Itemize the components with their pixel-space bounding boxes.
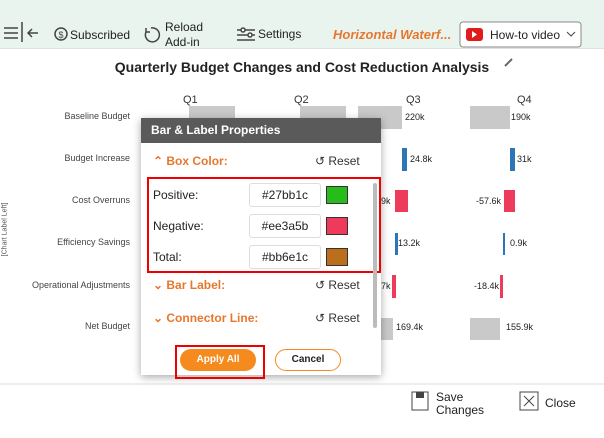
reset-text: Reset <box>328 311 360 325</box>
apply-button[interactable]: Apply All <box>180 349 256 371</box>
column-label: Q1 <box>183 94 198 106</box>
connector-header[interactable]: ⌄ Connector Line: <box>153 311 259 325</box>
reset[interactable]: ↺ Reset <box>315 154 360 168</box>
color-group <box>147 177 381 273</box>
reset[interactable]: ↺ Reset <box>315 278 360 292</box>
value-label: -18.4k <box>474 281 500 291</box>
value-label: 31k <box>517 154 532 164</box>
properties-panel: Bar & Label Properties ⌃ Box Color: ↺ Re… <box>141 118 381 379</box>
scrollbar[interactable] <box>373 183 377 328</box>
column-label: Q4 <box>517 94 532 106</box>
video-button[interactable]: How-to video <box>490 28 561 42</box>
chart-title: Quarterly Budget Changes and Cost Reduct… <box>114 59 490 75</box>
column-label: Q2 <box>294 94 309 106</box>
value-label: 0.9k <box>510 238 528 248</box>
subscribed[interactable]: Subscribed <box>70 28 131 42</box>
reset[interactable]: ↺ Reset <box>315 311 360 325</box>
panel-title: Bar & Label Properties <box>141 118 381 143</box>
row-label: Net Budget <box>84 321 130 331</box>
value-label: 7k <box>381 281 391 291</box>
color-label: Total: <box>153 250 182 264</box>
value-label: 190k <box>511 112 531 122</box>
value-label: 220k <box>405 112 425 122</box>
value-label: 169.4k <box>396 322 424 332</box>
box-color-header[interactable]: ⌃ Box Color: <box>153 154 228 168</box>
color-label: Positive: <box>153 188 199 202</box>
value-label: 24.8k <box>410 154 433 164</box>
color-input[interactable]: #ee3a5b <box>249 214 321 238</box>
value-label: 9k <box>381 196 391 206</box>
close-button[interactable]: Close <box>545 396 576 410</box>
cancel-button[interactable]: Cancel <box>275 349 341 371</box>
row-label: Efficiency Savings <box>57 237 130 247</box>
y-axis-label: [Chart Label Left] <box>1 202 9 257</box>
box-color: Box Color: <box>166 154 228 168</box>
reload[interactable]: Reload Add-in <box>165 20 204 49</box>
row-label: Budget Increase <box>64 153 130 163</box>
color-swatch[interactable] <box>326 186 348 204</box>
value-label: 155.9k <box>506 322 534 332</box>
connector-line: Connector Line: <box>166 311 259 325</box>
row-label: Baseline Budget <box>64 111 130 121</box>
save-button[interactable]: Save Changes <box>436 390 485 417</box>
color-input[interactable]: #27bb1c <box>249 183 321 207</box>
chart-name: Horizontal Waterf... <box>333 27 452 42</box>
svg-text:$: $ <box>58 30 63 40</box>
settings[interactable]: Settings <box>258 27 302 41</box>
color-swatch[interactable] <box>326 248 348 266</box>
row-label: Operational Adjustments <box>31 280 130 290</box>
bar-label: Bar Label: <box>166 278 226 292</box>
value-label: 13.2k <box>398 238 421 248</box>
color-label: Negative: <box>153 219 204 233</box>
apply-highlight <box>175 345 265 379</box>
bar-label-header[interactable]: ⌄ Bar Label: <box>153 278 226 292</box>
reset-text: Reset <box>328 154 360 168</box>
color-input[interactable]: #bb6e1c <box>249 245 321 269</box>
row-label: Cost Overruns <box>71 195 130 205</box>
column-label: Q3 <box>406 94 421 106</box>
color-swatch[interactable] <box>326 217 348 235</box>
reset-text: Reset <box>328 278 360 292</box>
value-label: -57.6k <box>476 196 502 206</box>
